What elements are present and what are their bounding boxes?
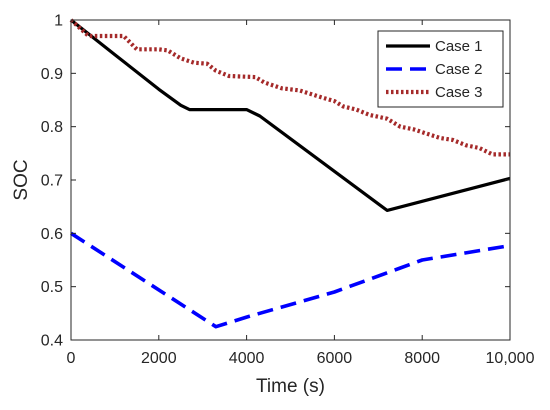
- x-tick-label: 0: [67, 350, 76, 367]
- x-tick-label: 8000: [404, 350, 440, 367]
- series-line-3: [69, 18, 510, 157]
- x-tick-label: 10,000: [486, 350, 535, 367]
- y-tick-label: 0.4: [41, 333, 63, 350]
- legend-label-2: Case 2: [435, 61, 483, 78]
- y-tick-label: 0.9: [41, 66, 63, 83]
- series-layer: [69, 18, 511, 329]
- legend-label-3: Case 3: [435, 84, 483, 101]
- x-axis-label: Time (s): [256, 376, 325, 397]
- y-axis-label: SOC: [11, 159, 32, 200]
- y-tick-label: 0.6: [41, 226, 63, 243]
- axes-layer: 0 2000 4000 6000 8000 10,000 0.4 0.5 0.6 0.7 0.8 0.…: [41, 13, 535, 368]
- x-tick-label: 2000: [141, 350, 177, 367]
- y-tick-label: 0.5: [41, 279, 63, 296]
- series-line-1: [70, 18, 511, 212]
- y-tick-label: 0.7: [41, 173, 63, 190]
- y-tick-label: 0.8: [41, 119, 63, 136]
- x-tick-label: 4000: [229, 350, 265, 367]
- x-tick-label: 6000: [317, 350, 353, 367]
- series-line-2: [70, 231, 511, 329]
- legend-label-1: Case 1: [435, 38, 483, 55]
- legend: Case 1 Case 2 Case 3: [377, 30, 504, 108]
- y-tick-label: 1: [54, 13, 63, 30]
